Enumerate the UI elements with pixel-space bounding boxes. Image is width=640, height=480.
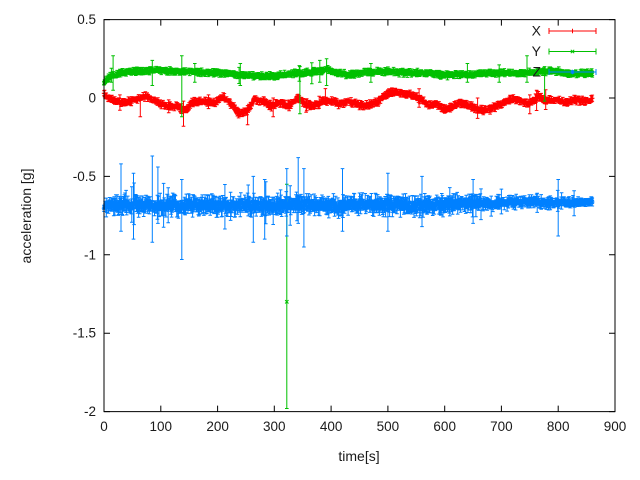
plot-generated-content: 0 100 200 300 400 500 600 700 800 900 0.5 0 -0.5 -1 -1… [73,12,627,434]
x-tick-label: 600 [433,419,456,434]
x-tick-label: 500 [377,419,400,434]
series-X [101,87,595,127]
legend-label-X: X [532,23,542,39]
y-tick-label: -2 [84,404,96,419]
legend-label-Z: Z [532,64,541,80]
legend-sample-Y [548,48,597,55]
x-tick-label: 300 [263,419,286,434]
series-Y [101,55,595,409]
x-tick-label: 800 [547,419,570,434]
y-tick-label: -1 [84,247,96,262]
legend-entry-X: X [532,23,597,39]
legend: XYZ [532,23,597,80]
legend-entry-Y: Y [532,43,597,59]
x-tick-label: 200 [206,419,229,434]
y-tick-label: -0.5 [73,169,96,184]
legend-sample-X [548,28,597,34]
plot-border [103,19,616,413]
x-tick-label: 900 [604,419,627,434]
x-axis-title: time[s] [338,448,379,464]
legend-label-Y: Y [532,43,542,59]
y-tick-label: 0.5 [77,12,96,27]
y-tick-label: -1.5 [73,326,96,341]
x-tick-label: 100 [150,419,173,434]
y-axis-title: acceleration [g] [18,169,34,264]
x-tick-labels: 0 100 200 300 400 500 600 700 800 900 [100,419,626,434]
x-tick-label: 700 [490,419,513,434]
legend-entry-Z: Z [532,64,597,80]
series-Z [101,155,595,260]
x-tick-label: 0 [100,419,108,434]
y-tick-label: 0 [88,91,96,106]
y-tick-labels: 0.5 0 -0.5 -1 -1.5 -2 [73,12,96,419]
x-tick-label: 400 [320,419,343,434]
legend-sample-Z [548,69,597,75]
